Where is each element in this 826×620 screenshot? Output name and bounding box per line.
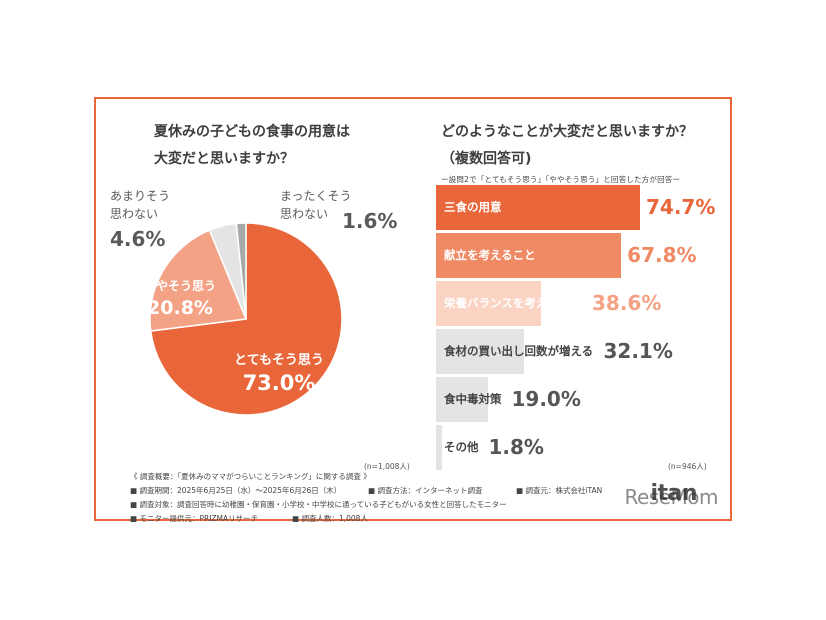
bar-title: どのようなことが大変だと思いますか？ （複数回答可) bbox=[441, 119, 693, 173]
footer-period: ■ 調査期間：2025年6月25日（水）～2025年6月26日（木） bbox=[130, 486, 342, 495]
bar-sample-size: (n=946人) bbox=[668, 462, 707, 471]
pie-title: 夏休みの子どもの食事の用意は 大変だと思いますか？ bbox=[154, 119, 350, 173]
logo-overlay: ReseMom bbox=[624, 485, 718, 509]
footer-target: ■ 調査対象：調査回答時に幼稚園・保育園・小学校・中学校に通っている子どもがいる… bbox=[130, 500, 507, 509]
footer-organizer: ■ 調査元：株式会社iTAN bbox=[516, 486, 603, 495]
pie-sample-size: (n=1,008人) bbox=[364, 462, 410, 471]
bar-row: 食材の買い出し回数が増える 32.1% bbox=[436, 329, 726, 374]
pie-slice-somewhat bbox=[149, 229, 248, 332]
bar bbox=[436, 185, 640, 230]
bar-label: その他 bbox=[444, 440, 479, 454]
pie-value-somewhat: 20.8% bbox=[147, 297, 213, 319]
bar bbox=[436, 425, 442, 470]
bar-title-line-1: どのようなことが大変だと思いますか？ bbox=[441, 124, 693, 140]
bar-row: 献立を考えること 67.8% bbox=[436, 233, 726, 278]
bar-title-line-2: （複数回答可) bbox=[441, 151, 532, 167]
bar-label: 食材の買い出し回数が増える bbox=[444, 344, 594, 358]
footer-summary: 《 調査概要：「夏休みのママがつらいことランキング」に関する調査 》 bbox=[130, 472, 371, 481]
bar bbox=[436, 233, 622, 278]
bar-value-label: 67.8% bbox=[627, 243, 697, 267]
pie-title-line-2: 大変だと思いますか？ bbox=[154, 151, 294, 167]
bar-subtitle: ー設問2で「とてもそう思う」「ややそう思う」と回答した方が回答ー bbox=[441, 175, 681, 184]
bar bbox=[436, 329, 524, 374]
bar-value-label: 1.8% bbox=[488, 435, 544, 459]
bar-value-label: 38.6% bbox=[592, 291, 662, 315]
pie-label-not-at-all: まったくそう 思わない bbox=[280, 189, 352, 221]
pie-label-rarely: あまりそう 思わない bbox=[110, 189, 171, 221]
logo: ReseMom itan bbox=[624, 481, 718, 509]
bar-row: 食中毒対策 19.0% bbox=[436, 377, 726, 422]
pie-slice-not-at-all bbox=[235, 222, 247, 320]
footer-count: ■ 調査人数：1,008人 bbox=[292, 514, 368, 523]
bar-label: 栄養バランスを考えること bbox=[444, 296, 582, 310]
pie-label-very: とてもそう思う bbox=[234, 353, 324, 368]
pie-value-rarely: 4.6% bbox=[110, 227, 166, 251]
bar bbox=[436, 281, 542, 326]
pie-value-not-at-all: 1.6% bbox=[342, 209, 398, 233]
pie-chart bbox=[149, 222, 343, 416]
bar-value-label: 19.0% bbox=[511, 387, 581, 411]
footer-method: ■ 調査方法：インターネット調査 bbox=[368, 486, 483, 495]
bar-row: 三食の用意 74.7% bbox=[436, 185, 726, 230]
bar-label: 三食の用意 bbox=[444, 200, 502, 214]
pie-label-somewhat: ややそう思う bbox=[143, 279, 216, 293]
pie-value-very: 73.0% bbox=[242, 371, 316, 395]
chart-frame: 夏休みの子どもの食事の用意は 大変だと思いますか？ あまりそう 思わない 4.6… bbox=[94, 97, 732, 523]
bar-row: 栄養バランスを考えること 38.6% bbox=[436, 281, 726, 326]
footer-provider: ■ モニター提供元：PRIZMAリサーチ bbox=[130, 514, 259, 523]
bar-row: その他 1.8% bbox=[436, 425, 726, 470]
bar-value-label: 74.7% bbox=[646, 195, 716, 219]
pie-title-line-1: 夏休みの子どもの食事の用意は bbox=[154, 124, 350, 140]
bar bbox=[436, 377, 488, 422]
logo-brand: itan bbox=[650, 481, 698, 506]
bar-label: 献立を考えること bbox=[444, 248, 536, 262]
bar-value-label: 32.1% bbox=[603, 339, 673, 363]
bar-label: 食中毒対策 bbox=[444, 392, 502, 406]
